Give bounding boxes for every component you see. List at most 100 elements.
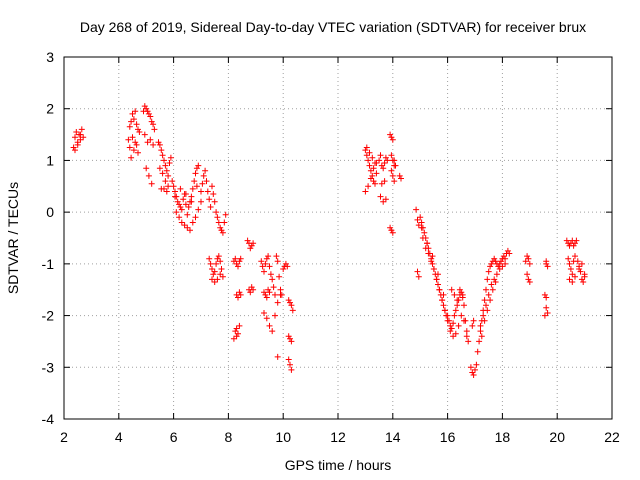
data-point [428,258,435,265]
data-point [145,110,152,117]
data-point [162,178,169,185]
data-point [261,268,267,275]
data-point [565,255,572,262]
data-point [236,258,243,265]
data-point [388,152,395,159]
data-point [262,260,269,267]
y-tick-label: -3 [42,359,55,375]
data-point [170,183,177,190]
data-point [498,258,504,265]
data-point [215,253,222,260]
data-point [414,216,421,223]
data-point [78,126,85,133]
data-point [72,134,78,141]
data-point [377,152,384,159]
data-point [365,157,372,164]
data-point [165,172,172,179]
data-point [219,273,226,280]
data-point [145,172,152,179]
data-point [217,271,224,278]
data-point [147,113,154,120]
data-point [133,141,140,148]
data-point [144,139,151,146]
data-point [569,279,576,285]
data-point [526,279,533,285]
data-point [563,237,570,244]
data-point [70,144,77,151]
data-point [417,214,424,221]
data-point [211,279,218,285]
data-point [289,307,296,314]
data-point [370,165,377,172]
data-point [244,237,251,244]
data-point [578,276,585,283]
y-tick-label: -2 [42,308,55,324]
data-point [200,172,207,179]
data-point [274,299,281,306]
data-point [456,286,463,293]
data-point [388,167,395,174]
data-point [543,294,550,301]
data-point [204,188,211,195]
data-point [573,237,580,244]
data-point [569,271,576,278]
data-point [128,154,135,161]
data-point [381,160,388,166]
data-point [435,271,441,278]
data-point [454,302,461,309]
data-point [165,183,172,190]
data-point [193,165,200,172]
data-point [148,180,155,187]
data-point [288,302,295,309]
data-point [198,188,204,195]
data-point [176,201,183,208]
data-point [161,185,167,192]
data-point [387,131,394,138]
data-point [566,276,573,283]
data-point [132,139,139,146]
data-point [465,338,472,345]
data-point [214,276,221,283]
data-point [217,258,224,265]
data-point [77,131,84,138]
data-point [541,312,548,319]
data-point [143,165,150,172]
y-tick-labels: -4 -3 -2 -1 0 1 2 3 [42,49,55,427]
data-point [72,147,78,154]
data-point [370,178,377,185]
data-point [483,286,489,293]
data-point [266,263,273,270]
data-point [288,366,295,373]
data-point [469,322,476,329]
y-tick-label: -4 [42,411,55,427]
data-point [213,209,220,216]
data-point [435,281,441,288]
data-point [524,271,531,278]
data-point [463,328,470,335]
data-point [478,333,485,340]
data-point [126,123,133,130]
data-point [366,149,373,156]
data-point [159,152,166,159]
data-point [372,160,378,166]
data-point [177,204,184,210]
x-tick-label: 16 [440,429,456,445]
data-point [211,268,218,275]
data-point [543,304,550,311]
data-point [236,322,243,329]
data-point [430,266,437,272]
data-point [415,222,422,229]
data-point [369,154,376,161]
data-point [221,219,228,226]
data-point [415,273,422,280]
data-point [206,196,213,203]
data-point [502,260,509,267]
data-point [367,175,374,182]
data-point [467,364,474,371]
data-point [429,260,436,267]
data-point [130,116,137,123]
data-point [543,260,550,267]
data-point [232,328,239,335]
data-point [450,320,457,327]
x-tick-label: 8 [225,429,233,445]
